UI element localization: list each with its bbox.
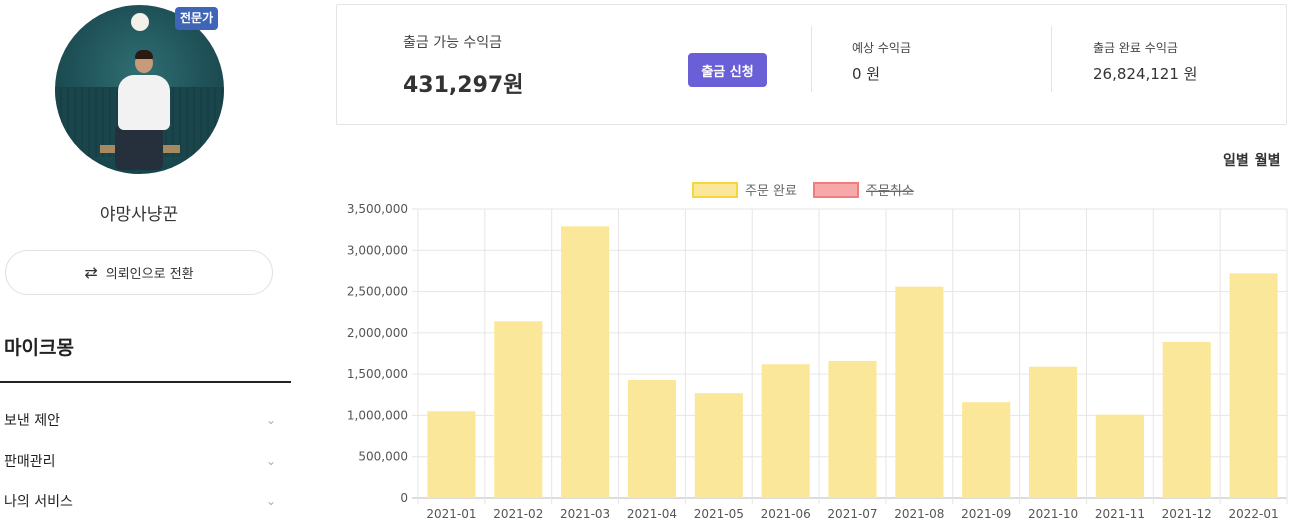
expected-earnings-value: 0 원: [852, 65, 881, 83]
y-tick-label: 3,000,000: [347, 243, 408, 257]
y-tick-label: 3,500,000: [347, 202, 408, 216]
switch-to-client-button[interactable]: ⇄ 의뢰인으로 전환: [5, 250, 273, 295]
x-tick-label: 2021-06: [761, 507, 811, 521]
bar: [1162, 341, 1211, 498]
x-tick-label: 2021-02: [493, 507, 543, 521]
chevron-down-icon: ⌄: [265, 454, 276, 468]
legend-swatch-completed: [692, 182, 738, 198]
x-tick-label: 2021-09: [961, 507, 1011, 521]
available-earnings-value: 431,297원: [403, 73, 524, 98]
earnings-card: 출금 가능 수익금 431,297원 출금 신청 예상 수익금 0 원 출금 완…: [336, 4, 1287, 125]
x-tick-label: 2021-01: [426, 507, 476, 521]
completed-withdrawal-label: 출금 완료 수익금: [1093, 41, 1178, 55]
menu-item-label: 보낸 제안: [4, 413, 60, 429]
bar: [1028, 366, 1078, 498]
username: 야망사냥꾼: [99, 205, 179, 225]
bar: [1095, 414, 1144, 498]
menu-item-sales-management[interactable]: 판매관리 ⌄: [4, 451, 276, 471]
x-tick-label: 2021-12: [1162, 507, 1212, 521]
legend-label-completed: 주문 완료: [745, 184, 797, 199]
menu-title: 마이크몽: [4, 337, 74, 359]
chevron-down-icon: ⌄: [265, 494, 276, 508]
person-hair-shape: [135, 50, 153, 59]
completed-withdrawal-value: 26,824,121 원: [1093, 65, 1198, 83]
person-torso-shape: [118, 75, 170, 130]
bar: [828, 360, 877, 498]
x-tick-label: 2021-08: [894, 507, 944, 521]
profile-avatar[interactable]: [55, 5, 224, 174]
bar: [1229, 273, 1278, 498]
x-tick-label: 2022-01: [1229, 507, 1279, 521]
menu-item-label: 나의 서비스: [4, 494, 73, 510]
period-toggle: 일별 월별: [1223, 150, 1281, 170]
legend-swatch-cancelled: [813, 182, 859, 198]
card-divider: [1051, 26, 1052, 92]
y-tick-label: 2,000,000: [347, 326, 408, 340]
y-tick-label: 500,000: [358, 450, 408, 464]
y-tick-label: 0: [400, 491, 408, 505]
monthly-toggle[interactable]: 월별: [1254, 153, 1281, 169]
person-legs-shape: [115, 125, 163, 170]
daily-toggle[interactable]: 일별: [1223, 153, 1249, 169]
x-tick-label: 2021-04: [627, 507, 677, 521]
switch-label: 의뢰인으로 전환: [105, 267, 194, 282]
withdraw-request-button[interactable]: 출금 신청: [688, 53, 767, 87]
menu-item-my-services[interactable]: 나의 서비스 ⌄: [4, 491, 276, 511]
lamp-shape: [131, 13, 149, 31]
sidebar: 전문가 야망사냥꾼 ⇄ 의뢰인으로 전환 마이크몽 보낸 제안 ⌄ 판매관리 ⌄…: [0, 0, 292, 523]
available-earnings-label: 출금 가능 수익금: [403, 35, 503, 51]
menu-item-label: 판매관리: [4, 454, 56, 470]
bar: [694, 393, 743, 498]
x-tick-label: 2021-11: [1095, 507, 1145, 521]
x-tick-label: 2021-10: [1028, 507, 1078, 521]
expected-earnings-label: 예상 수익금: [852, 41, 912, 55]
swap-arrows-icon: ⇄: [84, 263, 98, 282]
y-tick-label: 1,500,000: [347, 367, 408, 381]
bar: [761, 364, 810, 498]
chevron-down-icon: ⌄: [265, 413, 276, 427]
expert-badge: 전문가: [175, 7, 219, 30]
bar: [895, 286, 944, 498]
bar: [627, 379, 677, 498]
legend-label-cancelled: 주문취소: [866, 184, 914, 199]
x-tick-label: 2021-07: [827, 507, 877, 521]
menu-item-sent-proposals[interactable]: 보낸 제안 ⌄: [4, 410, 276, 430]
card-divider: [811, 26, 812, 92]
bar: [962, 402, 1011, 498]
x-tick-label: 2021-03: [560, 507, 610, 521]
y-tick-label: 2,500,000: [347, 285, 408, 299]
y-tick-label: 1,000,000: [347, 408, 408, 422]
menu-divider: [0, 381, 291, 383]
bar: [561, 226, 610, 498]
earnings-bar-chart: 0 500,000 1,000,000 1,500,000 2,000,000 2,500…: [347, 182, 1288, 521]
bar: [427, 411, 476, 498]
x-tick-label: 2021-05: [694, 507, 744, 521]
bar: [494, 321, 543, 498]
